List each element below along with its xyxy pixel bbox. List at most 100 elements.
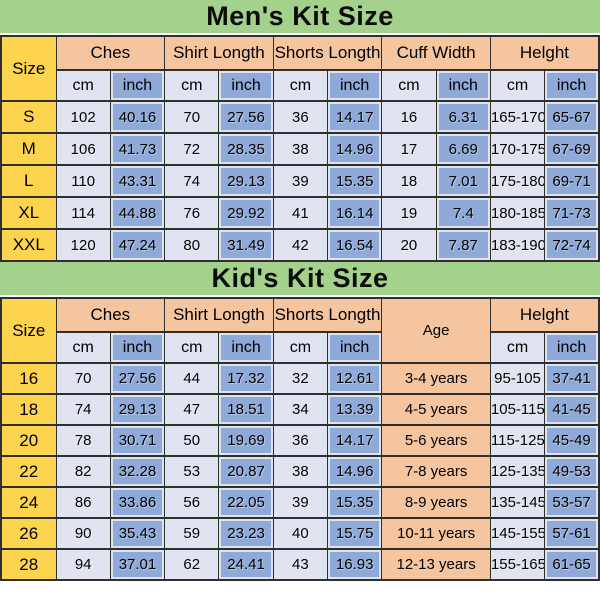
header-unit-row: cm inch cm inch cm inch cm inch <box>1 331 600 364</box>
value-cell: 120 <box>55 228 111 262</box>
kids-table-header: Size Ches Shirt Longth Shorts Longth Age Helg… <box>0 297 600 364</box>
unit-header-inch: inch <box>109 331 166 364</box>
value-cell: 105-115 <box>489 393 546 426</box>
value-cell: 19 <box>381 196 437 230</box>
size-cell: 28 <box>0 548 57 581</box>
unit-header-inch: inch <box>544 69 600 102</box>
value-cell: 115-125 <box>489 424 546 457</box>
value-cell: 145-155 <box>489 517 546 550</box>
value-cell: 70 <box>55 362 111 395</box>
value-cell: 38 <box>272 455 329 488</box>
value-cell: 35.43 <box>109 517 166 550</box>
value-cell: 180-185 <box>489 196 546 230</box>
unit-header-cm: cm <box>55 69 111 102</box>
kids-table-body: 16 70 27.56 44 17.32 32 12.61 3-4 years 95-105 37… <box>0 362 600 581</box>
value-cell: 47.24 <box>109 228 166 262</box>
column-group-header-shorts-longth: Shorts Longth <box>272 35 383 71</box>
value-cell: 12.61 <box>326 362 383 395</box>
value-cell: 86 <box>55 486 111 519</box>
value-cell: 106 <box>55 132 111 166</box>
size-column-header: Size <box>0 35 57 102</box>
value-cell: 53-57 <box>544 486 600 519</box>
value-cell: 155-165 <box>489 548 546 581</box>
value-cell: 42 <box>272 228 329 262</box>
value-cell: 24.41 <box>218 548 274 581</box>
value-cell: 14.17 <box>326 100 383 134</box>
value-cell: 31.49 <box>218 228 274 262</box>
value-cell: 13.39 <box>326 393 383 426</box>
value-cell: 6.31 <box>435 100 491 134</box>
value-cell: 65-67 <box>544 100 600 134</box>
value-cell: 16.54 <box>326 228 383 262</box>
value-cell: 34 <box>272 393 329 426</box>
size-cell: M <box>0 132 57 166</box>
value-cell: 7.87 <box>435 228 491 262</box>
age-cell: 4-5 years <box>381 393 491 426</box>
size-cell: 26 <box>0 517 57 550</box>
value-cell: 32.28 <box>109 455 166 488</box>
table-row: 22 82 32.28 53 20.87 38 14.96 7-8 years 125-135 4… <box>0 455 600 488</box>
value-cell: 29.13 <box>109 393 166 426</box>
value-cell: 56 <box>164 486 220 519</box>
value-cell: 41-45 <box>544 393 600 426</box>
value-cell: 74 <box>55 393 111 426</box>
column-group-header-shorts-longth: Shorts Longth <box>272 297 383 333</box>
value-cell: 40.16 <box>109 100 166 134</box>
value-cell: 17 <box>381 132 437 166</box>
value-cell: 170-175 <box>489 132 546 166</box>
value-cell: 40 <box>272 517 329 550</box>
table-row: XXL 120 47.24 80 31.49 42 16.54 20 7.87 183-190 72… <box>0 228 600 262</box>
value-cell: 14.17 <box>326 424 383 457</box>
value-cell: 125-135 <box>489 455 546 488</box>
value-cell: 76 <box>164 196 220 230</box>
table-row: 24 86 33.86 56 22.05 39 15.35 8-9 years 135-145 5… <box>0 486 600 519</box>
value-cell: 20.87 <box>218 455 274 488</box>
value-cell: 95-105 <box>489 362 546 395</box>
unit-header-inch: inch <box>218 69 274 102</box>
value-cell: 53 <box>164 455 220 488</box>
table-row: 20 78 30.71 50 19.69 36 14.17 5-6 years 115-125 4… <box>0 424 600 457</box>
kids-size-table: Size Ches Shirt Longth Shorts Longth Age Helg… <box>0 297 600 581</box>
size-cell: 18 <box>0 393 57 426</box>
value-cell: 45-49 <box>544 424 600 457</box>
value-cell: 41.73 <box>109 132 166 166</box>
value-cell: 59 <box>164 517 220 550</box>
column-group-header-shirt-longth: Shirt Longth <box>164 297 274 333</box>
unit-header-cm: cm <box>272 331 329 364</box>
size-cell: 22 <box>0 455 57 488</box>
value-cell: 74 <box>164 164 220 198</box>
value-cell: 32 <box>272 362 329 395</box>
unit-header-cm: cm <box>164 331 220 364</box>
column-group-header-shirt-longth: Shirt Longth <box>164 35 274 71</box>
age-cell: 7-8 years <box>381 455 491 488</box>
table-row: L 110 43.31 74 29.13 39 15.35 18 7.01 175-180 69-7… <box>0 164 600 198</box>
value-cell: 7.4 <box>435 196 491 230</box>
value-cell: 7.01 <box>435 164 491 198</box>
unit-header-cm: cm <box>164 69 220 102</box>
column-group-header-age: Age <box>381 297 491 364</box>
value-cell: 49-53 <box>544 455 600 488</box>
size-cell: XL <box>0 196 57 230</box>
value-cell: 16.93 <box>326 548 383 581</box>
value-cell: 22.05 <box>218 486 274 519</box>
value-cell: 33.86 <box>109 486 166 519</box>
table-row: XL 114 44.88 76 29.92 41 16.14 19 7.4 180-185 71-7… <box>0 196 600 230</box>
unit-header-inch: inch <box>544 331 600 364</box>
table-row: 16 70 27.56 44 17.32 32 12.61 3-4 years 95-105 37… <box>0 362 600 395</box>
value-cell: 15.35 <box>326 164 383 198</box>
value-cell: 28.35 <box>218 132 274 166</box>
table-row: 28 94 37.01 62 24.41 43 16.93 12-13 years 155-16… <box>0 548 600 581</box>
value-cell: 36 <box>272 100 329 134</box>
value-cell: 61-65 <box>544 548 600 581</box>
unit-header-inch: inch <box>326 331 383 364</box>
age-cell: 8-9 years <box>381 486 491 519</box>
value-cell: 16 <box>381 100 437 134</box>
value-cell: 30.71 <box>109 424 166 457</box>
mens-table-header: Size Ches Shirt Longth Shorts Longth Cuff Wi… <box>0 35 600 102</box>
value-cell: 102 <box>55 100 111 134</box>
value-cell: 82 <box>55 455 111 488</box>
column-group-header-cuff-width: Cuff Width <box>381 35 491 71</box>
column-group-header-helght: Helght <box>489 297 600 333</box>
value-cell: 80 <box>164 228 220 262</box>
